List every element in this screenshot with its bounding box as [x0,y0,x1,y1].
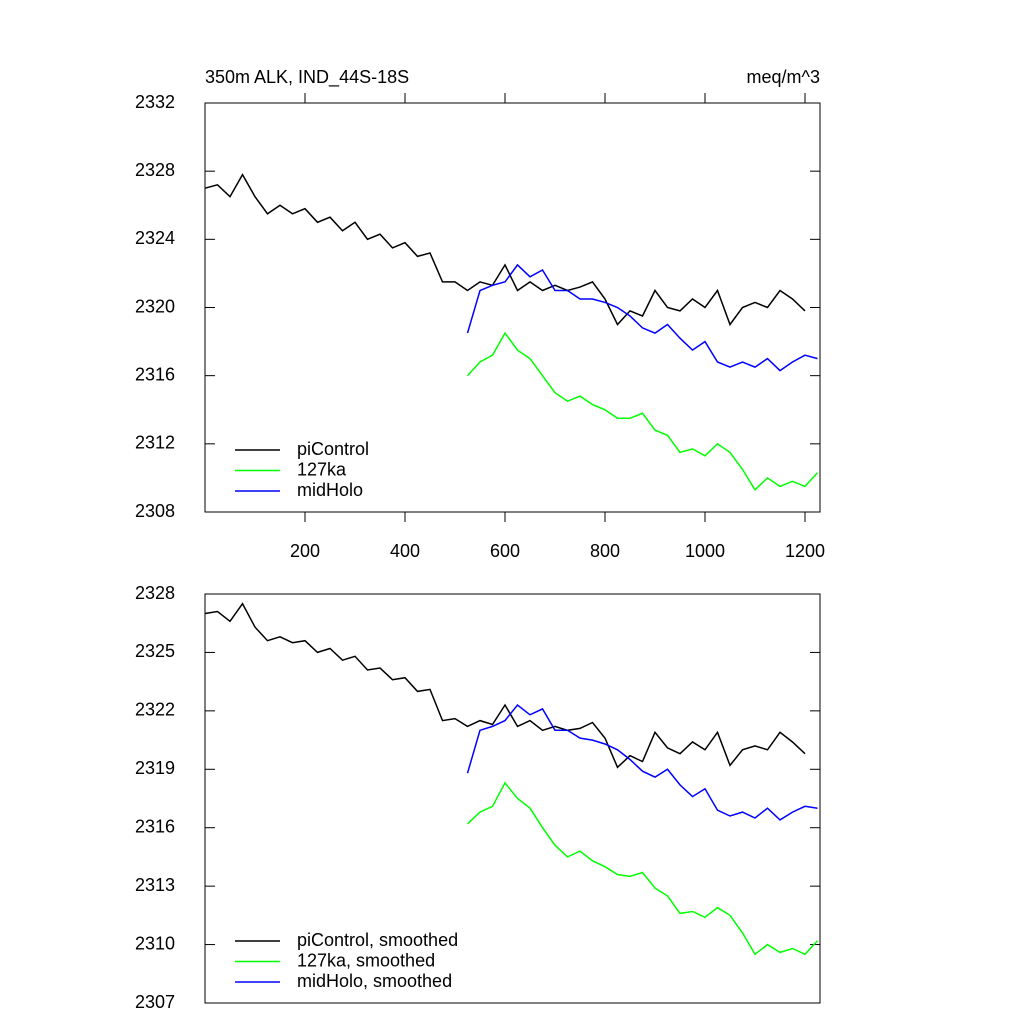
y-tick-label: 2307 [135,992,175,1012]
legend-label: midHolo [297,480,363,500]
x-tick-label: 1200 [785,541,825,561]
series-line [204,173,806,327]
x-tick-label: 200 [290,541,320,561]
plot-frame [204,593,821,1004]
x-tick-label: 800 [590,541,620,561]
x-tick-label: 600 [490,541,520,561]
y-tick-label: 2319 [135,758,175,778]
y-tick-label: 2308 [135,501,175,521]
legend-label: piControl, smoothed [297,930,458,950]
series-line [466,331,819,491]
chart-title: 350m ALK, IND_44S-18S [205,67,409,88]
series-line [466,263,818,372]
y-tick-label: 2312 [135,433,175,453]
x-tick-label: 1000 [685,541,725,561]
legend-label: 127ka, smoothed [297,950,435,970]
legend-label: piControl [297,439,369,459]
y-tick-label: 2316 [135,364,175,384]
series-line [466,703,818,821]
y-tick-label: 2322 [135,700,175,720]
x-tick-label: 400 [390,541,420,561]
y-tick-label: 2310 [135,933,175,953]
series-line [466,781,819,956]
legend-label: 127ka [297,459,347,479]
series-line [204,602,806,769]
y-tick-label: 2313 [135,875,175,895]
y-tick-label: 2332 [135,92,175,112]
y-tick-label: 2324 [135,228,175,248]
y-tick-label: 2328 [135,583,175,603]
y-tick-label: 2320 [135,296,175,316]
y-tick-label: 2316 [135,816,175,836]
y-tick-label: 2328 [135,160,175,180]
y-tick-label: 2325 [135,641,175,661]
legend-label: midHolo, smoothed [297,971,452,991]
units-label: meq/m^3 [747,67,820,87]
